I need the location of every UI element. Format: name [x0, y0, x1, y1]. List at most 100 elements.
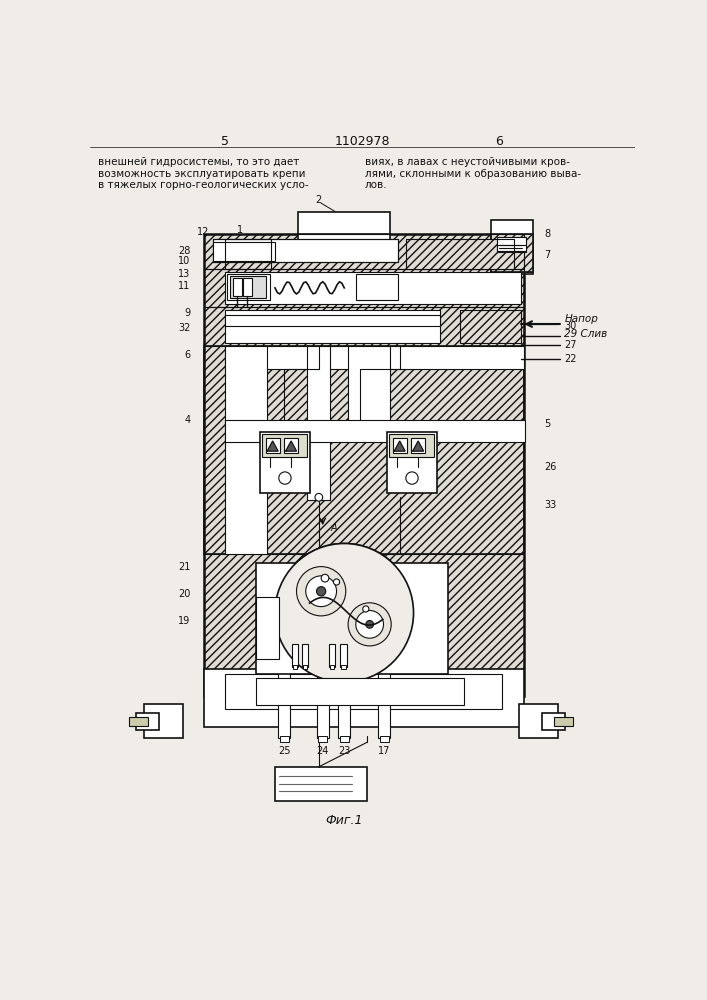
Bar: [298, 212, 390, 259]
Bar: [204, 346, 524, 554]
Bar: [256, 597, 279, 659]
Text: 19: 19: [178, 615, 190, 626]
Bar: [204, 234, 524, 269]
Bar: [204, 234, 524, 696]
Bar: [406, 239, 514, 269]
Text: 5: 5: [221, 135, 229, 148]
Text: 26: 26: [544, 462, 557, 472]
Bar: [243, 278, 252, 296]
Text: 12: 12: [197, 227, 209, 237]
Bar: [214, 242, 275, 261]
Text: 20: 20: [178, 589, 190, 599]
Bar: [317, 669, 329, 738]
Bar: [519, 704, 558, 738]
Text: 21: 21: [178, 562, 190, 572]
Circle shape: [321, 574, 329, 582]
Polygon shape: [413, 441, 423, 451]
Bar: [387, 432, 437, 493]
Bar: [338, 669, 351, 738]
Bar: [256, 563, 448, 674]
Circle shape: [334, 579, 339, 585]
Text: 32: 32: [178, 323, 190, 333]
Bar: [227, 274, 269, 300]
Bar: [318, 736, 327, 742]
Bar: [460, 310, 521, 343]
Bar: [339, 736, 349, 742]
Bar: [340, 644, 346, 667]
Bar: [308, 346, 330, 500]
Bar: [230, 276, 267, 298]
Bar: [293, 665, 297, 669]
Bar: [225, 315, 440, 326]
Circle shape: [296, 567, 346, 616]
Bar: [204, 554, 524, 669]
Bar: [204, 234, 524, 696]
Text: 5: 5: [544, 419, 551, 429]
Text: 31: 31: [311, 225, 323, 235]
Text: 4: 4: [184, 415, 190, 425]
Bar: [348, 346, 390, 423]
Bar: [204, 269, 524, 307]
Bar: [491, 234, 533, 272]
Bar: [279, 736, 288, 742]
Text: 8: 8: [544, 229, 551, 239]
Bar: [329, 665, 334, 669]
Bar: [460, 310, 521, 343]
Text: 30: 30: [564, 321, 577, 331]
Circle shape: [363, 606, 369, 612]
Text: 17: 17: [378, 746, 390, 756]
Bar: [380, 736, 389, 742]
Text: A: A: [330, 523, 337, 533]
Bar: [136, 713, 160, 730]
Bar: [393, 438, 407, 453]
Bar: [214, 239, 398, 262]
Text: 6: 6: [184, 350, 190, 360]
Text: 13: 13: [178, 269, 190, 279]
Bar: [225, 346, 267, 554]
Bar: [554, 717, 573, 726]
Bar: [292, 644, 298, 667]
Text: 33: 33: [544, 500, 556, 510]
Polygon shape: [286, 441, 296, 451]
Bar: [225, 310, 440, 343]
Bar: [406, 239, 514, 269]
Bar: [225, 346, 524, 369]
Bar: [262, 434, 308, 457]
Circle shape: [305, 576, 337, 607]
Bar: [144, 704, 182, 738]
Bar: [275, 767, 368, 801]
Text: 1102978: 1102978: [334, 135, 390, 148]
Bar: [225, 674, 502, 709]
Text: 10: 10: [178, 256, 190, 266]
Bar: [302, 644, 308, 667]
Circle shape: [317, 587, 326, 596]
Polygon shape: [395, 441, 405, 451]
Text: 2: 2: [315, 195, 321, 205]
Bar: [204, 554, 524, 669]
Text: 28: 28: [178, 246, 190, 256]
Bar: [204, 669, 524, 727]
Bar: [411, 438, 425, 453]
Text: внешней гидросистемы, то это дает
возможность эксплуатировать крепи
в тяжелых го: внешней гидросистемы, то это дает возмож…: [98, 157, 308, 190]
Text: 22: 22: [564, 354, 577, 364]
Text: 1: 1: [238, 225, 243, 235]
Circle shape: [275, 544, 414, 682]
Bar: [303, 665, 308, 669]
Bar: [259, 432, 310, 493]
Text: 25: 25: [278, 746, 291, 756]
Bar: [204, 307, 524, 346]
Bar: [278, 669, 291, 738]
Text: 24: 24: [317, 746, 329, 756]
Bar: [129, 717, 148, 726]
Text: 6: 6: [495, 135, 503, 148]
Text: Напор: Напор: [564, 314, 598, 324]
Bar: [225, 272, 521, 304]
Bar: [225, 239, 271, 269]
Bar: [329, 644, 335, 667]
Bar: [204, 346, 524, 554]
Bar: [204, 307, 524, 346]
Circle shape: [406, 472, 418, 484]
Circle shape: [356, 610, 383, 638]
Bar: [266, 438, 279, 453]
Bar: [233, 278, 242, 296]
